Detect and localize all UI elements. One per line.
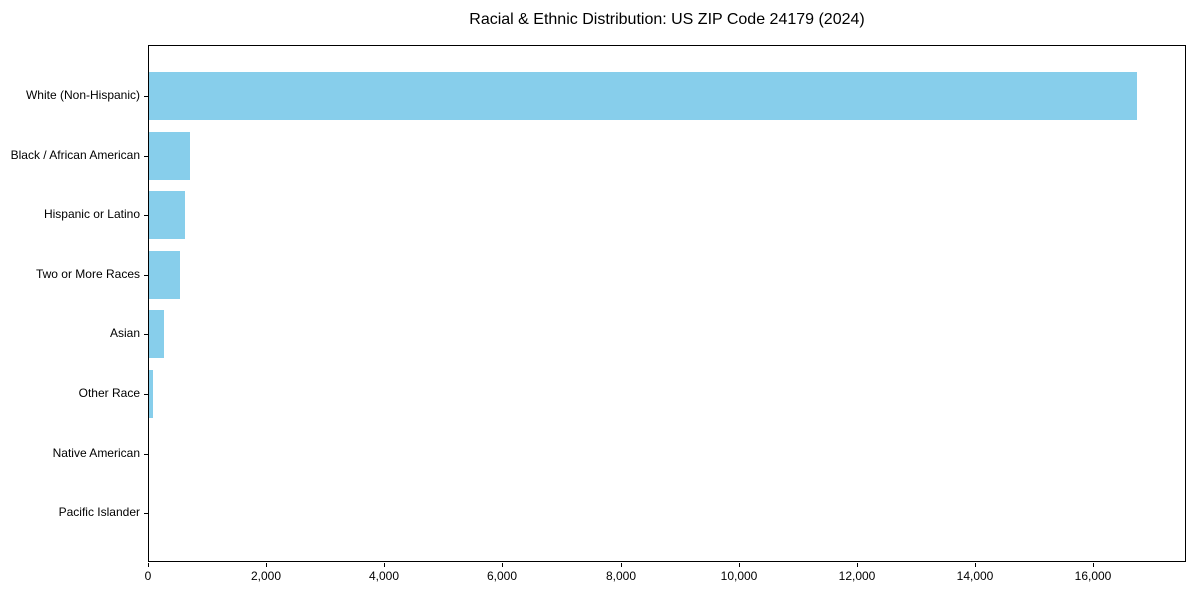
x-axis-tick-label-4000: 4,000	[368, 569, 400, 583]
x-axis-tick-16000	[1093, 563, 1094, 567]
y-axis-label-hispanic-or-latino: Hispanic or Latino	[43, 207, 140, 221]
x-axis-tick-14000	[975, 563, 976, 567]
x-axis-tick-10000	[739, 563, 740, 567]
y-axis-tick-native-american	[144, 454, 148, 455]
bar-asian	[149, 310, 164, 358]
x-axis-tick-label-14000: 14,000	[956, 569, 994, 583]
y-axis-tick-pacific-islander	[144, 513, 148, 514]
y-axis-tick-asian	[144, 334, 148, 335]
x-axis-tick-label-8000: 8,000	[605, 569, 637, 583]
x-axis-tick-label-16000: 16,000	[1074, 569, 1112, 583]
x-axis-tick-2000	[266, 563, 267, 567]
y-axis-label-asian: Asian	[109, 326, 140, 340]
x-axis-tick-0	[148, 563, 149, 567]
bar-other-race	[149, 370, 153, 418]
y-axis-tick-other-race	[144, 394, 148, 395]
y-axis-tick-white-non-hispanic	[144, 96, 148, 97]
bar-hispanic-or-latino	[149, 191, 185, 239]
x-axis-tick-12000	[857, 563, 858, 567]
x-axis-tick-label-2000: 2,000	[250, 569, 282, 583]
bar-white-non-hispanic	[149, 72, 1137, 120]
bar-black-african-american	[149, 132, 190, 180]
x-axis-tick-label-12000: 12,000	[838, 569, 876, 583]
y-axis-label-black-african-american: Black / African American	[10, 148, 140, 162]
y-axis-tick-black-african-american	[144, 156, 148, 157]
x-axis-tick-8000	[621, 563, 622, 567]
plot-area	[148, 45, 1186, 562]
x-axis-tick-label-10000: 10,000	[720, 569, 758, 583]
x-axis-tick-label-0: 0	[144, 569, 152, 583]
chart-title: Racial & Ethnic Distribution: US ZIP Cod…	[469, 11, 865, 28]
x-axis-tick-label-6000: 6,000	[486, 569, 518, 583]
bar-two-or-more-races	[149, 251, 180, 299]
x-axis-tick-6000	[502, 563, 503, 567]
y-axis-label-other-race: Other Race	[78, 386, 140, 400]
y-axis-label-native-american: Native American	[52, 446, 140, 460]
y-axis-label-white-non-hispanic: White (Non-Hispanic)	[25, 88, 140, 102]
y-axis-label-pacific-islander: Pacific Islander	[58, 505, 140, 519]
y-axis-tick-hispanic-or-latino	[144, 215, 148, 216]
y-axis-label-two-or-more-races: Two or More Races	[35, 267, 140, 281]
x-axis-tick-4000	[384, 563, 385, 567]
y-axis-tick-two-or-more-races	[144, 275, 148, 276]
